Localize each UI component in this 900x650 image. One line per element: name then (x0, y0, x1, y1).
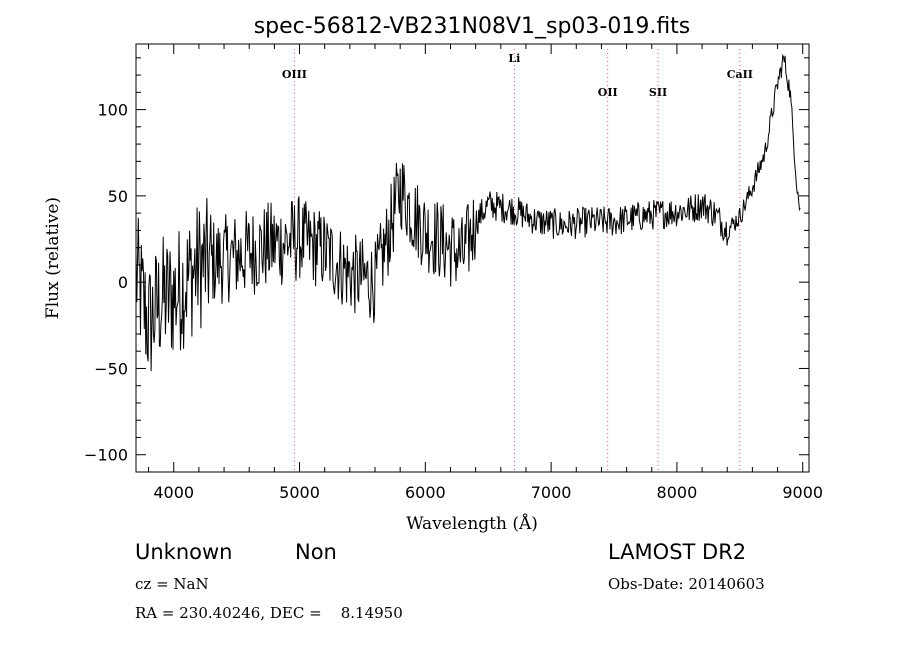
x-tick-label: 5000 (279, 483, 320, 502)
x-tick-label: 4000 (153, 483, 194, 502)
y-tick-label: 100 (97, 101, 128, 120)
y-tick-label: −50 (94, 359, 128, 378)
x-axis-label: Wavelength (Å) (406, 513, 538, 534)
redshift-cz: cz = NaN (135, 575, 209, 593)
y-tick-label: 0 (118, 273, 128, 292)
x-tick-label: 8000 (657, 483, 698, 502)
object-subclass: Non (295, 540, 337, 564)
object-class: Unknown (135, 540, 233, 564)
y-tick-label: 50 (108, 187, 128, 206)
x-tick-label: 6000 (405, 483, 446, 502)
survey-name: LAMOST DR2 (608, 540, 747, 564)
plot-area: OIII Li OII SII CaII 4000 5000 6000 7000 8000 9000… (84, 44, 823, 502)
plot-frame (135, 43, 810, 473)
chart-title: spec-56812-VB231N08V1_sp03-019.fits (254, 14, 691, 39)
y-tick-label: −100 (84, 446, 128, 465)
x-tick-label: 9000 (782, 483, 823, 502)
line-label-li: Li (508, 52, 520, 65)
line-label-oii: OII (598, 86, 618, 99)
y-axis-label: Flux (relative) (43, 197, 63, 319)
spectrum-line (135, 53, 801, 372)
coordinates: RA = 230.40246, DEC = 8.14950 (135, 604, 403, 622)
line-label-oiii: OIII (282, 68, 307, 81)
x-tick-label: 7000 (531, 483, 572, 502)
line-label-caii: CaII (727, 68, 753, 81)
observation-date: Obs-Date: 20140603 (608, 575, 765, 593)
line-label-sii: SII (649, 86, 667, 99)
